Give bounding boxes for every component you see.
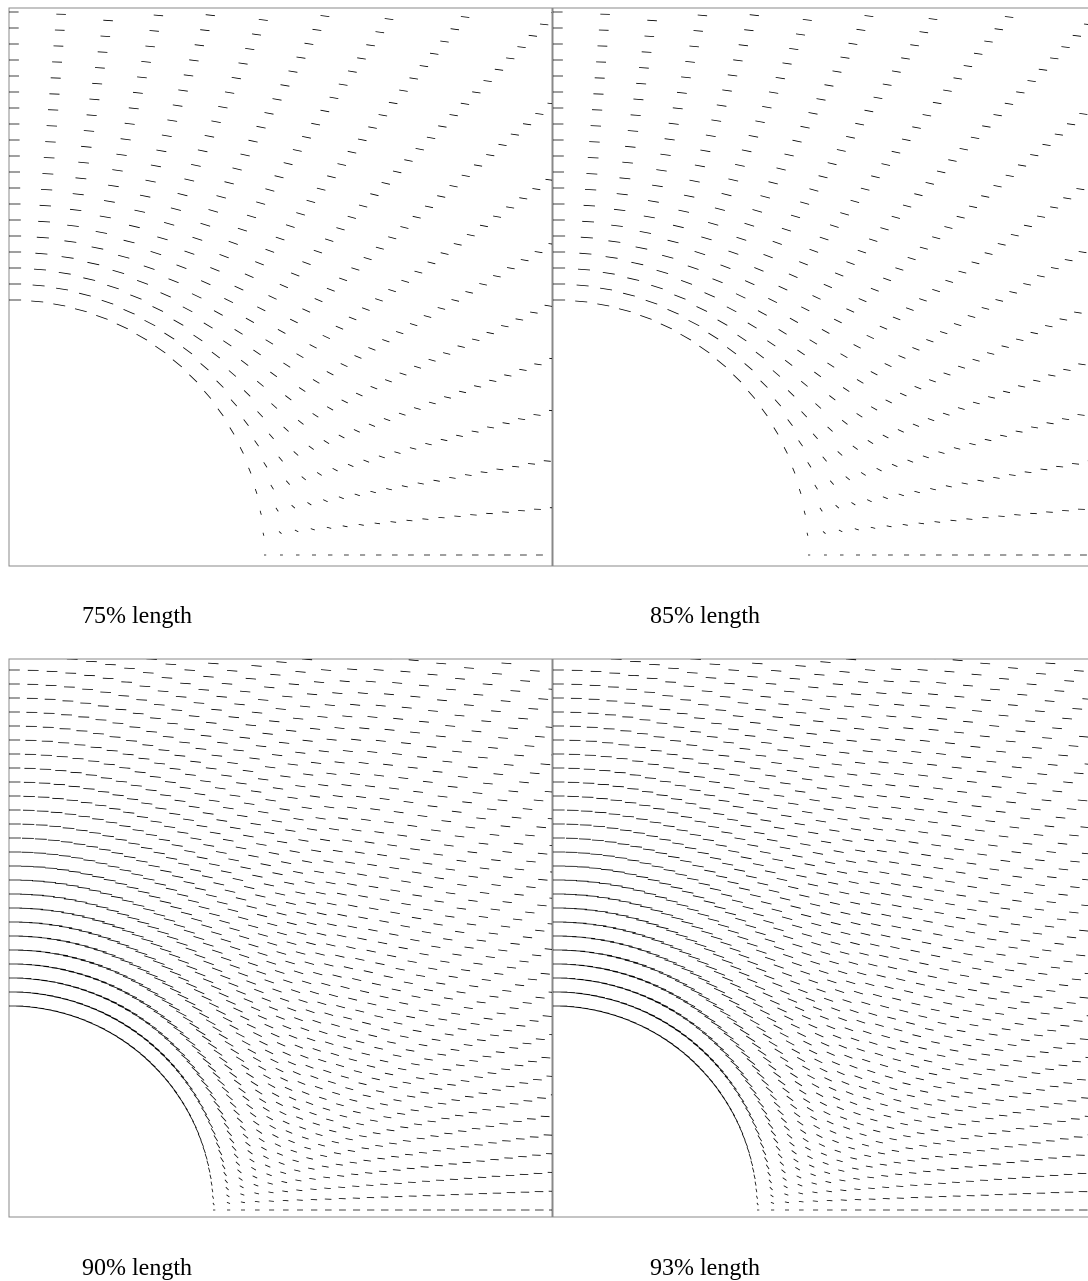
caption: 85% length [650, 603, 760, 629]
figure: 75% length 85% length 90% length 93% len… [0, 0, 1088, 1281]
vector-field [553, 0, 1088, 555]
caption: 90% length [82, 1255, 192, 1281]
vector-field [9, 460, 768, 1210]
vector-field [553, 460, 1088, 1210]
panel-frame [553, 659, 1088, 1217]
caption: 75% length [82, 603, 192, 629]
caption: 93% length [650, 1255, 760, 1281]
panel-frame [9, 8, 552, 566]
vector-field [9, 0, 800, 555]
page: 75% length 85% length 90% length 93% len… [0, 0, 1088, 1281]
panel-frame [553, 8, 1088, 566]
